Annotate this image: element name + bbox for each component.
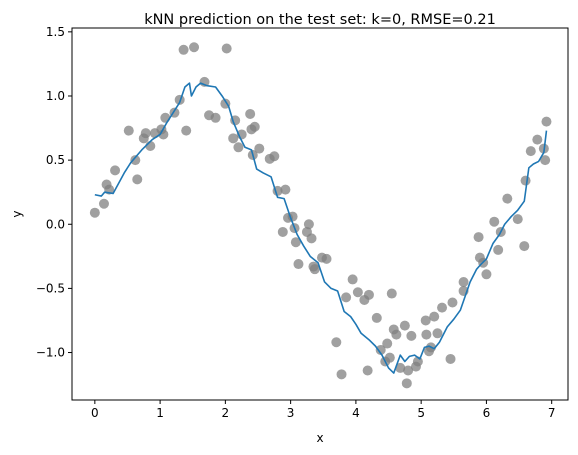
data-point bbox=[429, 311, 440, 322]
plot-frame bbox=[71, 27, 569, 401]
data-point bbox=[245, 108, 256, 119]
data-point bbox=[382, 338, 393, 349]
x-tick-label: 2 bbox=[222, 406, 230, 420]
data-point bbox=[303, 219, 314, 230]
data-point bbox=[280, 184, 291, 195]
data-point bbox=[481, 269, 492, 280]
data-point bbox=[437, 302, 448, 313]
data-point bbox=[110, 165, 121, 176]
y-tick-label: 0.0 bbox=[46, 217, 65, 231]
data-point bbox=[210, 112, 221, 123]
scatter-series bbox=[89, 42, 552, 389]
y-tick-label: 1.0 bbox=[46, 89, 65, 103]
x-tick-label: 1 bbox=[156, 406, 164, 420]
data-point bbox=[445, 353, 456, 364]
data-point bbox=[341, 292, 352, 303]
data-point bbox=[98, 198, 109, 209]
data-point bbox=[525, 146, 536, 157]
data-point bbox=[395, 362, 406, 373]
data-point bbox=[386, 288, 397, 299]
y-axis: −1.0 −0.5 0.0 0.5 1.0 1.5 bbox=[36, 25, 72, 360]
data-point bbox=[540, 155, 551, 166]
data-point bbox=[160, 112, 171, 123]
data-point bbox=[432, 328, 443, 339]
prediction-line-series bbox=[94, 82, 548, 374]
y-tick-label: 1.5 bbox=[46, 25, 65, 39]
chart-title: kNN prediction on the test set: k=0, RMS… bbox=[144, 12, 496, 28]
data-point bbox=[123, 125, 134, 136]
prediction-line bbox=[94, 82, 548, 374]
y-tick-label: 0.5 bbox=[46, 153, 65, 167]
data-point bbox=[89, 207, 100, 218]
data-point bbox=[130, 155, 141, 166]
data-point bbox=[352, 287, 363, 298]
x-axis: 0 1 2 3 4 5 6 7 bbox=[91, 400, 556, 420]
data-point bbox=[233, 142, 244, 153]
data-point bbox=[421, 329, 432, 340]
data-point bbox=[493, 244, 504, 255]
data-point bbox=[269, 151, 280, 162]
data-point bbox=[293, 259, 304, 270]
data-point bbox=[290, 237, 301, 248]
x-tick-label: 4 bbox=[352, 406, 360, 420]
data-point bbox=[306, 233, 317, 244]
data-point bbox=[140, 128, 151, 139]
data-point bbox=[249, 121, 260, 132]
data-point bbox=[336, 369, 347, 380]
data-point bbox=[420, 315, 431, 326]
data-point bbox=[375, 344, 386, 355]
data-point bbox=[512, 214, 523, 225]
data-point bbox=[473, 232, 484, 243]
data-point bbox=[363, 289, 374, 300]
data-point bbox=[221, 43, 232, 54]
data-point bbox=[132, 174, 143, 185]
y-axis-label: y bbox=[10, 210, 24, 217]
data-point bbox=[391, 329, 402, 340]
x-tick-label: 6 bbox=[483, 406, 491, 420]
data-point bbox=[178, 44, 189, 55]
x-tick-label: 3 bbox=[287, 406, 295, 420]
data-point bbox=[520, 175, 531, 186]
x-tick-label: 5 bbox=[417, 406, 425, 420]
data-point bbox=[447, 297, 458, 308]
data-point bbox=[181, 125, 192, 136]
data-point bbox=[519, 241, 530, 252]
data-point bbox=[309, 264, 320, 275]
x-axis-label: x bbox=[316, 431, 323, 445]
x-tick-label: 0 bbox=[91, 406, 99, 420]
data-point bbox=[403, 365, 414, 376]
data-point bbox=[347, 274, 358, 285]
data-point bbox=[502, 193, 513, 204]
data-point bbox=[321, 253, 332, 264]
data-point bbox=[331, 337, 342, 348]
data-point bbox=[362, 365, 373, 376]
data-point bbox=[489, 216, 500, 227]
data-point bbox=[189, 42, 200, 53]
data-point bbox=[277, 226, 288, 237]
data-point bbox=[406, 330, 417, 341]
data-point bbox=[384, 352, 395, 363]
y-tick-label: −0.5 bbox=[36, 281, 65, 295]
data-point bbox=[399, 320, 410, 331]
y-tick-label: −1.0 bbox=[36, 346, 65, 360]
data-point bbox=[458, 276, 469, 287]
data-point bbox=[401, 378, 412, 389]
data-point bbox=[532, 134, 543, 145]
data-point bbox=[541, 116, 552, 127]
data-point bbox=[254, 143, 265, 154]
data-point bbox=[228, 133, 239, 144]
x-tick-label: 7 bbox=[548, 406, 556, 420]
data-point bbox=[371, 312, 382, 323]
